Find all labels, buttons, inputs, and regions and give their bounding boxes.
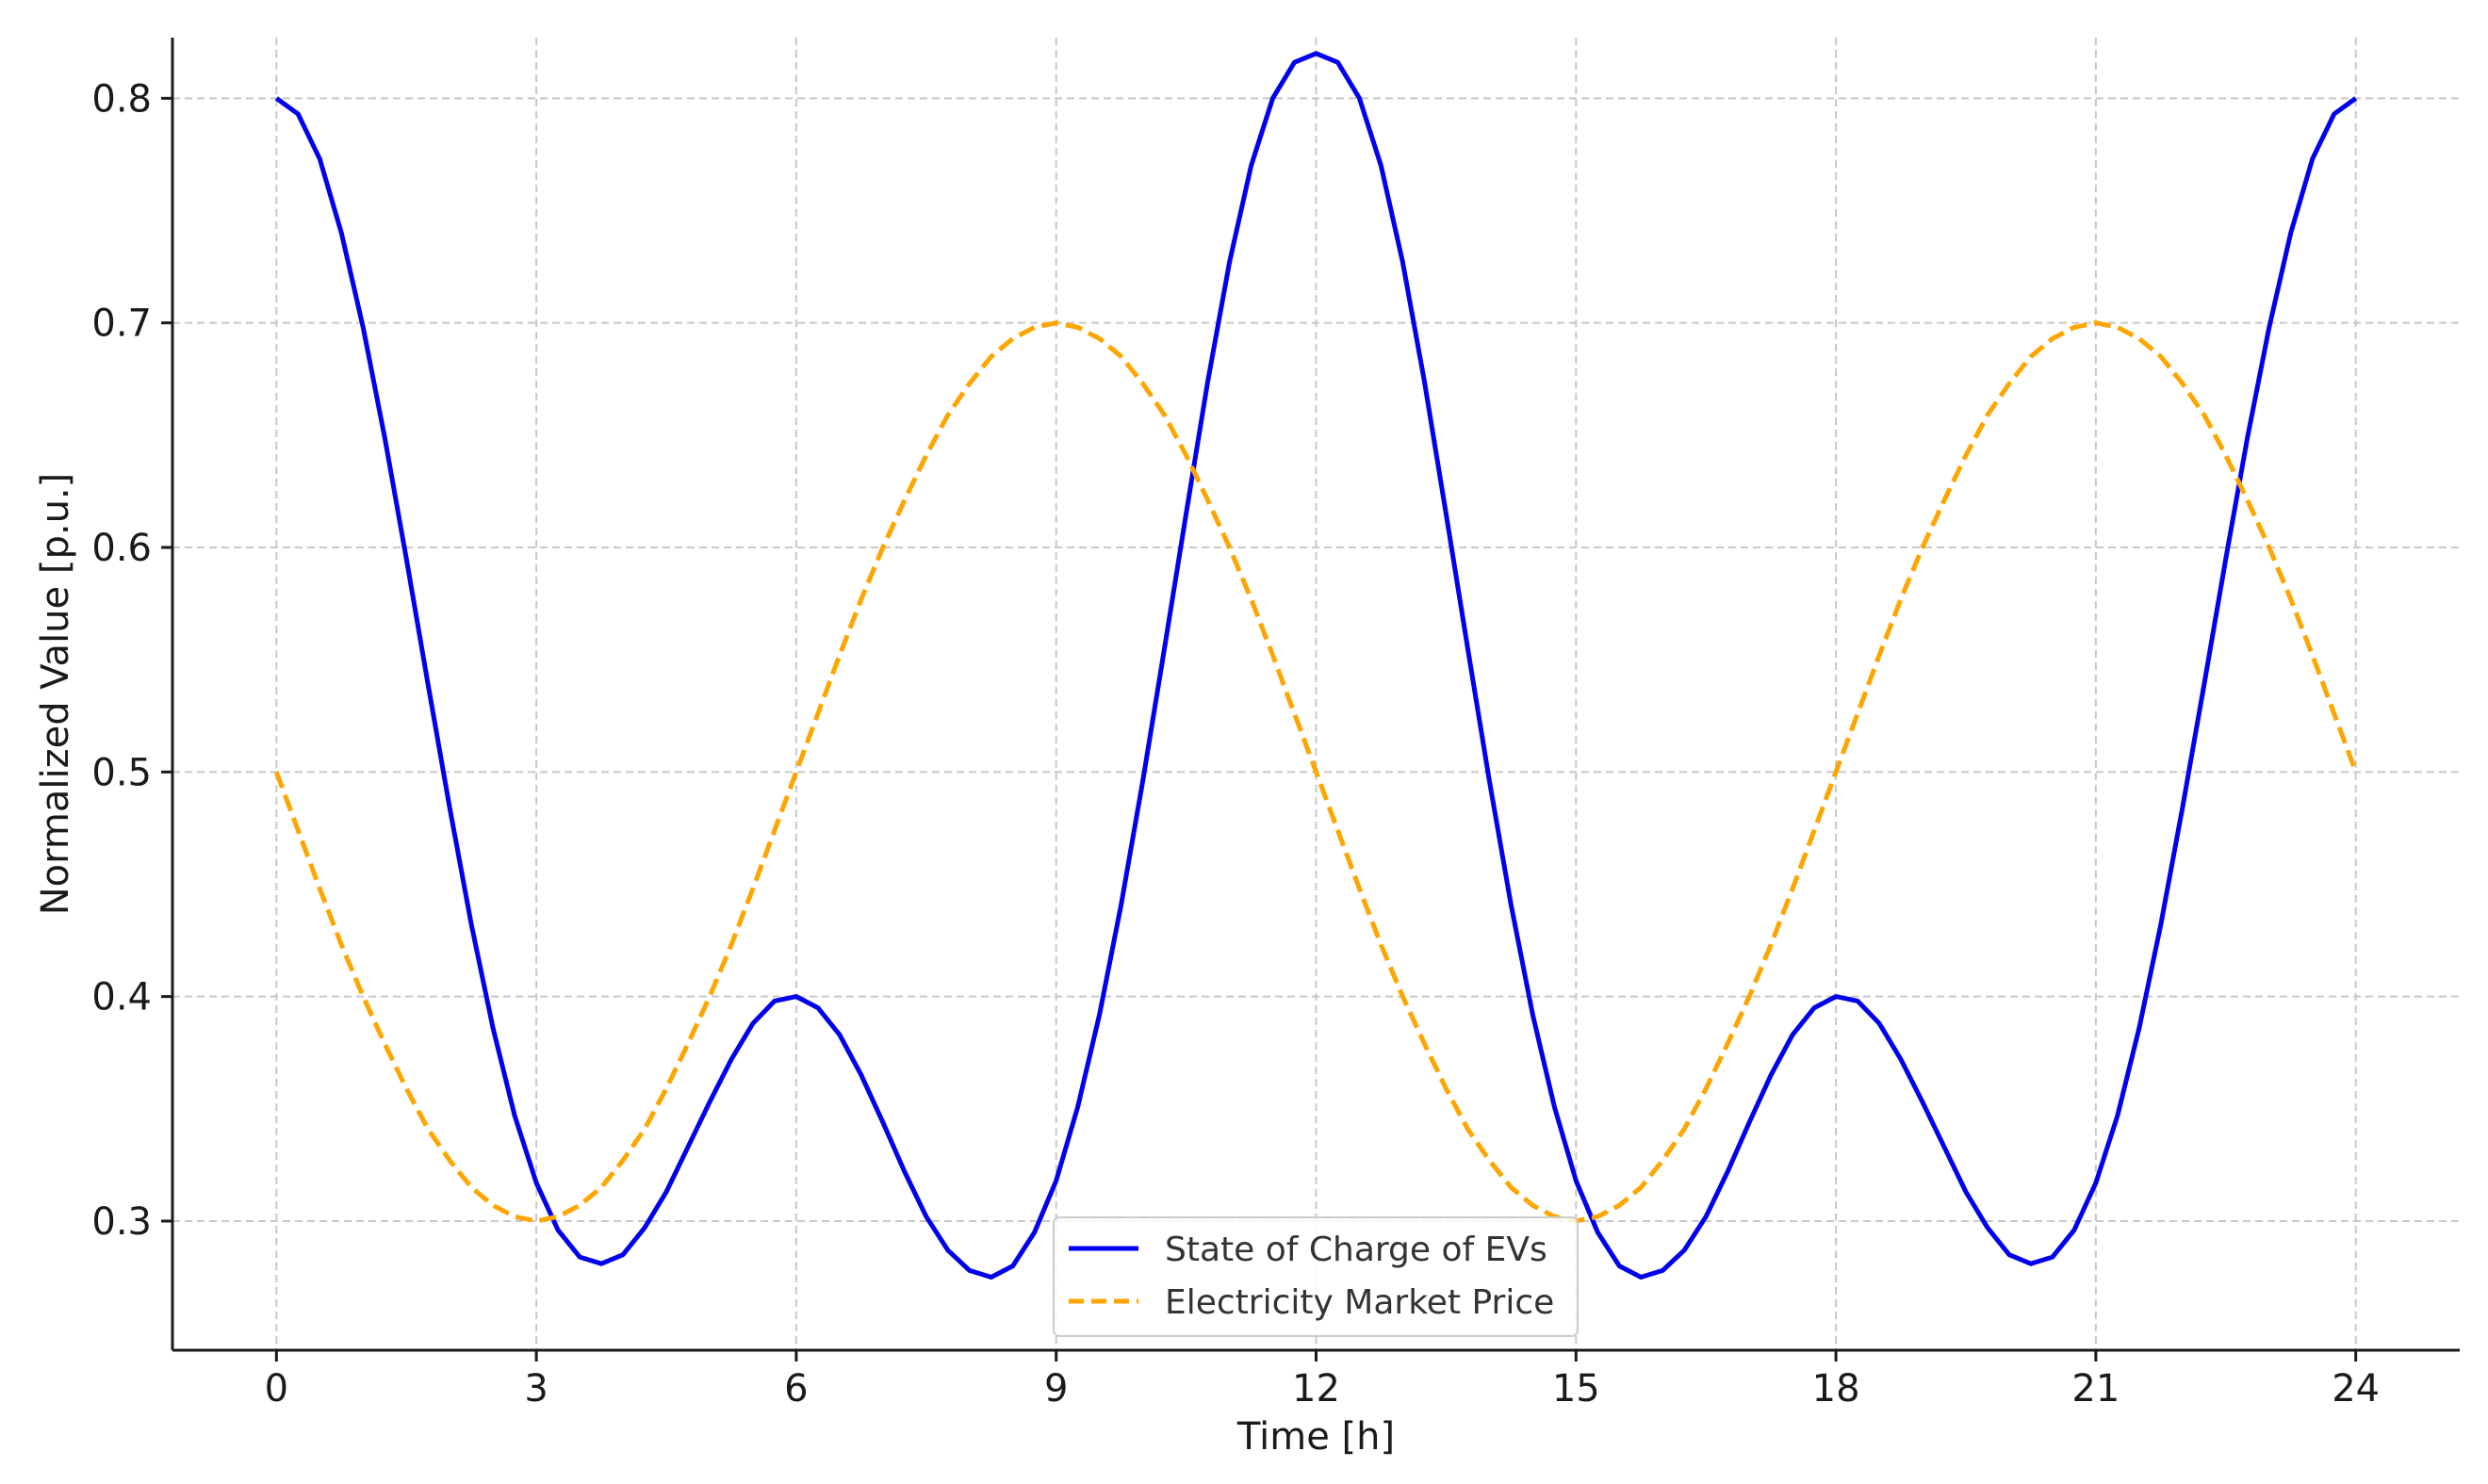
y-tick-label: 0.8 xyxy=(91,77,152,121)
x-tick-label: 3 xyxy=(524,1367,548,1411)
x-tick-label: 12 xyxy=(1292,1367,1340,1411)
series-line-price xyxy=(273,320,2359,1224)
y-tick-label: 0.6 xyxy=(91,527,152,570)
y-tick-label: 0.5 xyxy=(91,751,152,794)
grid xyxy=(172,38,2460,1350)
legend-label-soc: State of Charge of EVs xyxy=(1165,1231,1547,1269)
y-tick-label: 0.3 xyxy=(91,1200,152,1244)
y-tick-label: 0.4 xyxy=(91,976,152,1019)
legend-label-price: Electricity Market Price xyxy=(1165,1283,1554,1322)
x-tick-label: 9 xyxy=(1044,1367,1068,1411)
plot-area xyxy=(273,51,2359,1280)
y-tick-label: 0.7 xyxy=(91,302,152,346)
series-line-soc xyxy=(274,51,2358,1280)
x-tick-label: 6 xyxy=(784,1367,808,1411)
legend-box xyxy=(1053,1216,1579,1337)
ticks: 0 3 6 9 12 15 18 21 24 0.3 0.4 0.5 0.6 0.7 0.8 xyxy=(91,77,2380,1411)
y-axis-label: Normalized Value [p.u.] xyxy=(34,473,77,916)
legend: State of Charge of EVs Electricity Marke… xyxy=(1053,1216,1579,1337)
x-tick-label: 21 xyxy=(2071,1367,2120,1411)
x-tick-label: 24 xyxy=(2332,1367,2380,1411)
x-tick-label: 15 xyxy=(1552,1367,1600,1411)
x-tick-label: 0 xyxy=(265,1367,288,1411)
x-tick-label: 18 xyxy=(1812,1367,1860,1411)
x-axis-label: Time [h] xyxy=(1236,1415,1395,1459)
